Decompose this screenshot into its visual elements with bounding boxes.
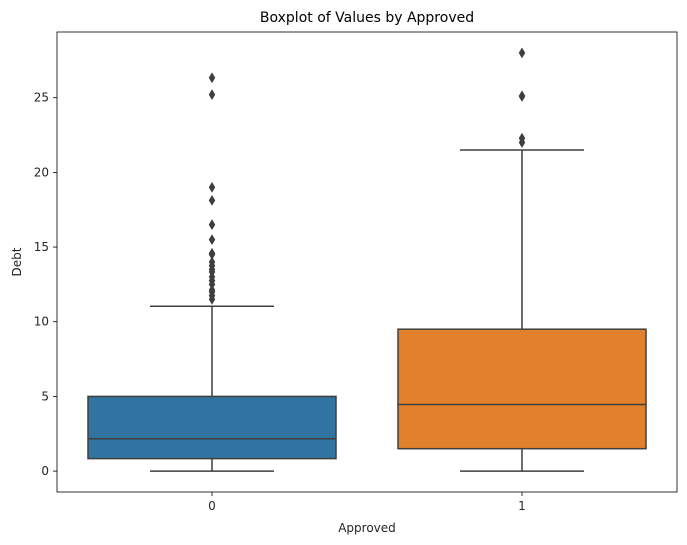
outlier-point	[518, 132, 526, 144]
outlier-point	[208, 284, 216, 296]
y-axis: 0 5 10 15 20 25	[34, 91, 57, 478]
y-tick-label: 20	[34, 165, 49, 179]
box-group-1	[397, 47, 647, 472]
outlier-point	[208, 181, 216, 193]
y-tick-label: 5	[41, 389, 49, 403]
x-tick-label: 1	[518, 499, 526, 513]
y-tick-label: 15	[34, 240, 49, 254]
plot-frame	[56, 31, 678, 493]
outlier-point	[518, 90, 526, 102]
y-tick-label: 0	[41, 464, 49, 478]
y-axis-label: Debt	[10, 247, 24, 276]
x-tick-label: 0	[208, 499, 216, 513]
chart-title: Boxplot of Values by Approved	[260, 10, 474, 26]
box-iqr	[87, 395, 337, 460]
outlier-point	[208, 234, 216, 246]
box-group-0	[87, 72, 337, 472]
outlier-point	[208, 89, 216, 101]
x-axis-label: Approved	[338, 521, 396, 535]
outlier-point	[208, 72, 216, 84]
y-tick-label: 25	[34, 91, 49, 105]
y-tick-label: 10	[34, 315, 49, 329]
outlier-point	[518, 47, 526, 59]
outlier-point	[208, 247, 216, 259]
outlier-point	[208, 256, 216, 268]
plot-area	[87, 47, 647, 472]
box-iqr	[397, 328, 647, 450]
outlier-point	[208, 219, 216, 231]
outlier-point	[208, 194, 216, 206]
